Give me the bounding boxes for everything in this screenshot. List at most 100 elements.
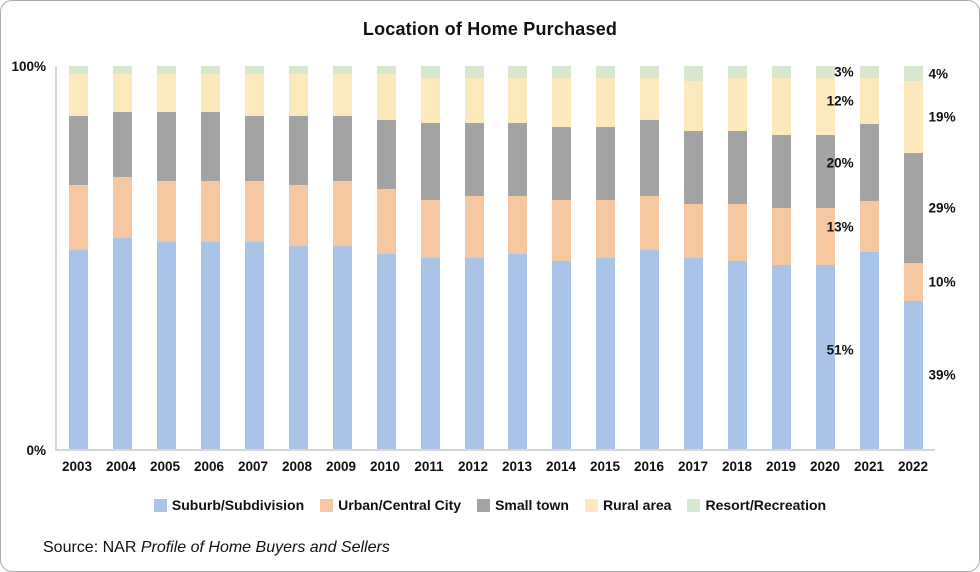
bar-segment <box>113 111 133 178</box>
bar-segment <box>640 66 660 78</box>
bar-segment <box>332 115 352 181</box>
x-tick-2021: 2021 <box>853 459 885 474</box>
bar-2007 <box>245 66 265 449</box>
legend-swatch <box>477 498 491 512</box>
legend-swatch <box>153 498 167 512</box>
bar-segment <box>727 203 747 262</box>
bar-2015 <box>596 66 616 449</box>
bar-segment <box>640 77 660 120</box>
bar-2014 <box>552 66 572 449</box>
bar-2003 <box>69 66 89 449</box>
y-tick-100: 100% <box>11 59 46 74</box>
legend-item: Rural area <box>584 497 672 513</box>
bar-2017 <box>684 66 704 449</box>
bar-segment <box>596 66 616 78</box>
data-label-2022: 10% <box>928 274 956 290</box>
legend-swatch <box>687 498 701 512</box>
bar-segment <box>376 119 396 189</box>
bar-segment <box>464 123 484 197</box>
bar-segment <box>332 66 352 74</box>
bar-segment <box>815 77 835 135</box>
bar-segment <box>157 66 177 74</box>
bar-segment <box>69 249 89 449</box>
bar-segment <box>201 180 221 243</box>
bar-segment <box>859 124 879 202</box>
bar-2020 <box>815 66 835 449</box>
bar-segment <box>420 257 440 449</box>
x-tick-2011: 2011 <box>414 459 444 474</box>
bar-segment <box>420 66 440 78</box>
bar-segment <box>771 265 791 449</box>
bar-2012 <box>464 66 484 449</box>
bar-2022 <box>903 66 923 449</box>
x-tick-2005: 2005 <box>149 459 181 474</box>
bar-segment <box>727 77 747 132</box>
bar-segment <box>596 77 616 128</box>
bar-segment <box>464 66 484 78</box>
bar-segment <box>332 180 352 247</box>
legend-swatch <box>320 498 334 512</box>
bar-segment <box>464 77 484 124</box>
bar-segment <box>376 253 396 449</box>
data-label-2021: 20% <box>826 155 854 171</box>
bar-segment <box>288 73 308 116</box>
bar-segment <box>903 66 923 82</box>
bar-segment <box>596 200 616 258</box>
bar-2010 <box>376 66 396 449</box>
legend-item: Small town <box>477 497 569 513</box>
bar-segment <box>815 265 835 449</box>
legend-item: Suburb/Subdivision <box>153 497 305 513</box>
bar-segment <box>640 249 660 449</box>
x-tick-2020: 2020 <box>809 459 841 474</box>
source-prefix: Source: NAR <box>43 539 141 556</box>
bar-2013 <box>508 66 528 449</box>
bar-segment <box>157 180 177 243</box>
x-tick-2016: 2016 <box>633 459 665 474</box>
bar-segment <box>113 177 133 239</box>
y-tick-0: 0% <box>26 443 46 458</box>
bar-segment <box>859 66 879 78</box>
bar-segment <box>69 184 89 250</box>
bar-2008 <box>288 66 308 449</box>
bar-segment <box>245 180 265 243</box>
bar-segment <box>376 66 396 74</box>
bar-segment <box>903 301 923 449</box>
bar-segment <box>903 81 923 154</box>
bar-segment <box>157 111 177 181</box>
bar-segment <box>727 66 747 78</box>
source-publication-title: Profile of Home Buyers and Sellers <box>140 539 390 556</box>
bar-segment <box>157 242 177 449</box>
legend-label: Resort/Recreation <box>705 497 827 513</box>
bar-segment <box>508 196 528 254</box>
bar-segment <box>508 123 528 197</box>
legend-label: Rural area <box>602 497 672 513</box>
bar-2004 <box>113 66 133 449</box>
bar-segment <box>288 246 308 449</box>
x-tick-2003: 2003 <box>61 459 93 474</box>
bar-segment <box>288 184 308 247</box>
bar-segment <box>815 66 835 78</box>
bar-segment <box>420 200 440 258</box>
bar-segment <box>288 66 308 74</box>
bar-segment <box>552 66 572 78</box>
bar-segment <box>245 115 265 181</box>
bar-segment <box>640 119 660 197</box>
bar-segment <box>684 66 704 82</box>
legend-label: Suburb/Subdivision <box>171 497 305 513</box>
bar-segment <box>508 253 528 449</box>
bar-segment <box>201 66 221 74</box>
bar-segment <box>771 66 791 78</box>
bar-segment <box>815 134 835 208</box>
bar-segment <box>859 201 879 252</box>
x-tick-2018: 2018 <box>721 459 753 474</box>
bar-segment <box>727 261 747 449</box>
bar-2016 <box>640 66 660 449</box>
x-tick-2007: 2007 <box>237 459 269 474</box>
legend-label: Urban/Central City <box>338 497 462 513</box>
bar-segment <box>157 73 177 112</box>
bar-segment <box>552 261 572 449</box>
bar-segment <box>376 73 396 120</box>
x-tick-2008: 2008 <box>281 459 313 474</box>
data-label-2021: 3% <box>834 64 854 80</box>
